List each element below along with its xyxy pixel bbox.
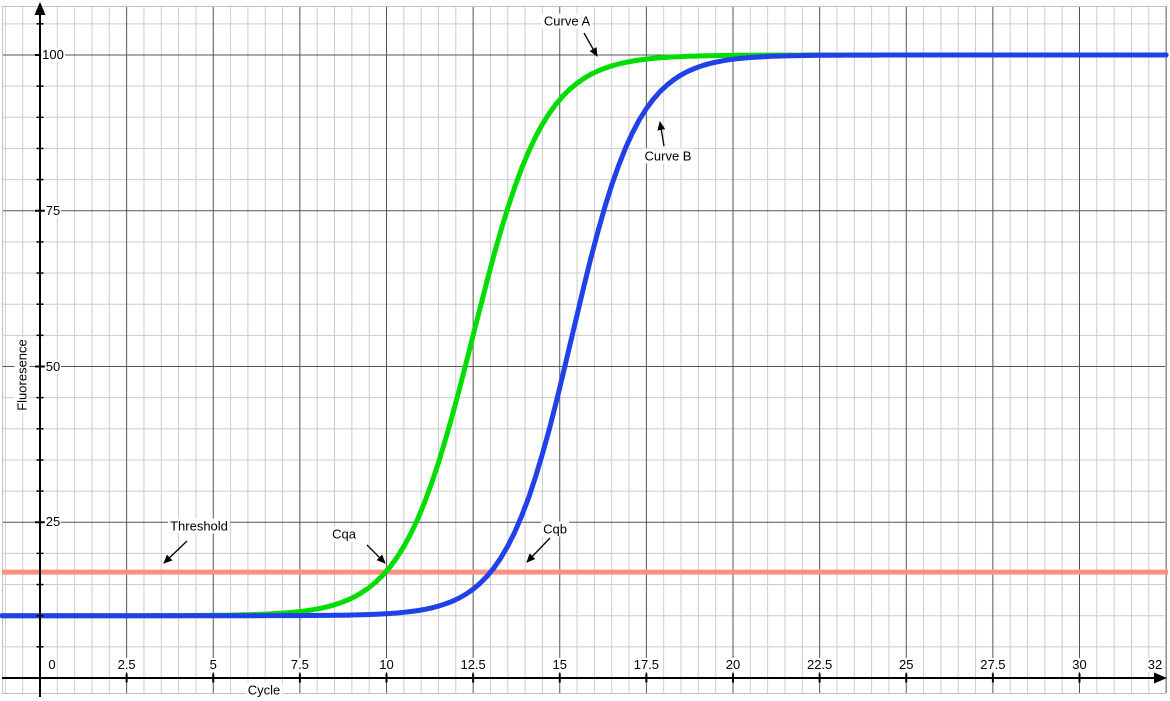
threshold-arrow (163, 540, 188, 564)
curve-b-arrow (657, 121, 666, 147)
canvas-border (2, 6, 1166, 694)
y-tick-label: 75 (44, 202, 62, 218)
y-tick-label: 25 (44, 514, 62, 530)
x-tick-label: 0 (47, 657, 57, 672)
x-tick-label: 22.5 (805, 657, 834, 672)
x-tick-label: 27.5 (979, 657, 1007, 672)
x-tick-label: 30 (1071, 657, 1088, 672)
x-tick-label: 17.5 (632, 657, 661, 672)
y-tick-label: 100 (41, 47, 65, 62)
y-axis-title: Fluoresence (14, 337, 30, 413)
x-tick-label: 12.5 (459, 657, 487, 672)
cqa-annotation: Cqa (330, 526, 358, 542)
y-tick-label: 50 (44, 358, 62, 374)
x-tick-label: 5 (208, 657, 218, 672)
x-tick-label: 20 (724, 657, 742, 672)
curve-a-annotation: Curve A (541, 13, 593, 29)
curve-a-arrow (583, 32, 598, 57)
x-axis-title: Cycle (245, 682, 283, 698)
x-tick-label: 7.5 (289, 657, 310, 672)
x-tick-label: 32 (1146, 657, 1164, 672)
curve-b-line (0, 52, 1169, 619)
x-tick-label: 25 (898, 657, 915, 672)
curve-b-annotation: Curve B (642, 148, 694, 164)
x-tick-label: 15 (551, 657, 568, 672)
cqb-arrow (526, 537, 551, 563)
x-tick-label: 10 (378, 657, 395, 672)
cqa-arrow (366, 544, 386, 564)
x-axis-arrowhead (1154, 672, 1167, 684)
threshold-annotation: Threshold (168, 518, 230, 534)
cqb-annotation: Cqb (541, 521, 569, 537)
x-tick-label: 2.5 (116, 657, 137, 672)
y-axis-arrowhead (34, 2, 46, 15)
